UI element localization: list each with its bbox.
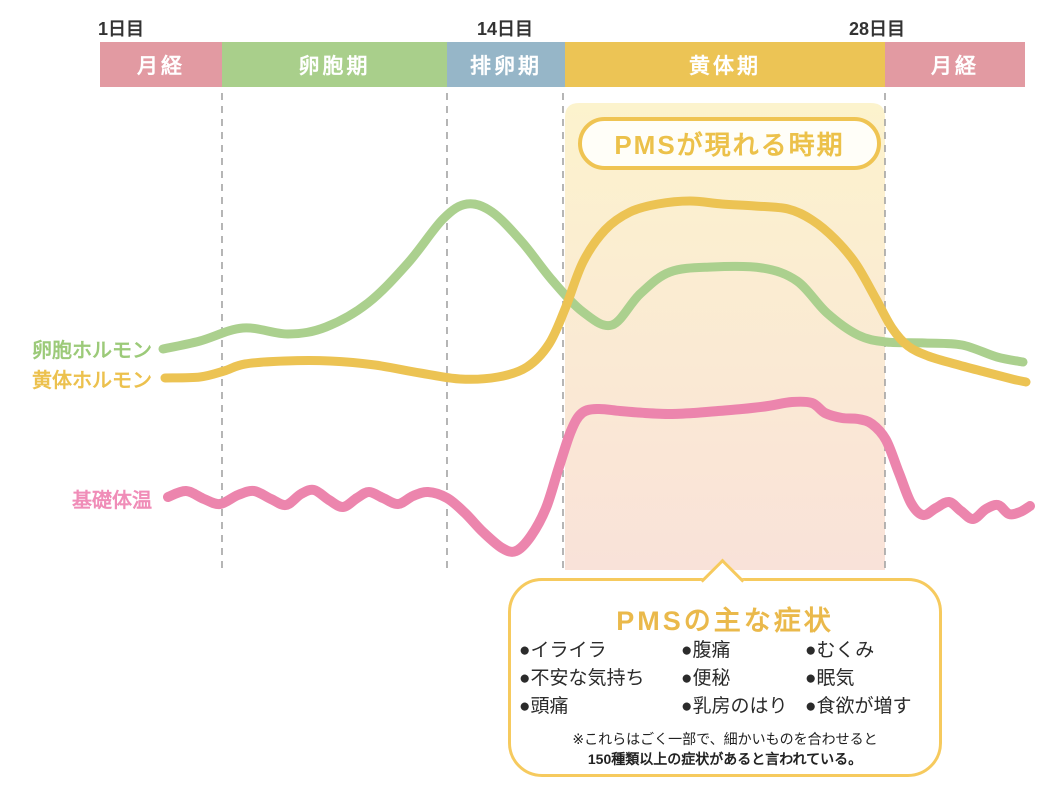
day-label-14: 14日目 [476,19,534,39]
symptoms-column: ●腹痛 ●便秘 ●乳房のはり [681,637,805,721]
symptoms-column: ●むくみ ●眠気 ●食欲が増す [805,637,935,721]
symptom-item: ●便秘 [681,668,731,689]
symptoms-note: ※これらはごく一部で、細かいものを合わせると 150種類以上の症状があると言われ… [511,729,939,769]
symptom-item: ●頭痛 [519,696,569,717]
symptoms-list: ●イライラ ●不安な気持ち ●頭痛 ●腹痛 ●便秘 ●乳房のはり ●むくみ ●眠気 ●食欲が増す [519,637,935,721]
phase-segment: 月経 [885,42,1025,87]
legend-luteal-hormone: 黄体ホルモン [32,370,152,392]
phase-segment-label: 卵胞期 [298,54,371,78]
phase-segment-label: 排卵期 [470,54,542,78]
legend-follicular-hormone: 卵胞ホルモン [32,340,152,362]
day-label-28: 28日目 [848,19,906,39]
follicular-hormone-curve [158,199,1028,367]
phase-segment: 排卵期 [447,42,565,87]
symptoms-note-line2: 150種類以上の症状があると言われている。 [587,751,863,767]
basal-temperature-curve [163,396,1035,557]
pms-period-badge: PMSが現れる時期 [578,117,881,170]
phase-segment-label: 月経 [931,54,979,78]
phase-segment: 月経 [100,42,222,87]
legend-basal-temperature: 基礎体温 [72,490,152,512]
symptom-item: ●眠気 [805,668,855,689]
pms-symptoms-bubble: PMSの主な症状 ●イライラ ●不安な気持ち ●頭痛 ●腹痛 ●便秘 ●乳房のはり ●むくみ… [508,558,942,777]
symptom-item: ●腹痛 [681,640,731,661]
symptom-item: ●食欲が増す [805,696,912,717]
phase-segment: 卵胞期 [222,42,447,87]
pms-period-badge-label: PMSが現れる時期 [614,130,845,160]
symptoms-title: PMSの主な症状 [616,606,834,636]
symptoms-note-line1: ※これらはごく一部で、細かいものを合わせると [572,731,878,747]
phase-segment-label: 黄体期 [689,54,761,78]
symptom-item: ●むくみ [805,640,875,661]
phase-segment: 黄体期 [565,42,885,87]
day-label-1: 1日目 [98,19,145,39]
luteal-hormone-curve [160,196,1031,387]
symptom-item: ●乳房のはり [681,696,788,717]
symptoms-column: ●イライラ ●不安な気持ち ●頭痛 [519,637,681,721]
phase-segment-label: 月経 [137,54,185,78]
pms-highlight-region [565,103,885,570]
symptom-item: ●イライラ [519,640,607,661]
symptom-item: ●不安な気持ち [519,668,645,689]
cycle-phase-bar: 月経 卵胞期 排卵期 黄体期 月経 [100,42,1025,87]
